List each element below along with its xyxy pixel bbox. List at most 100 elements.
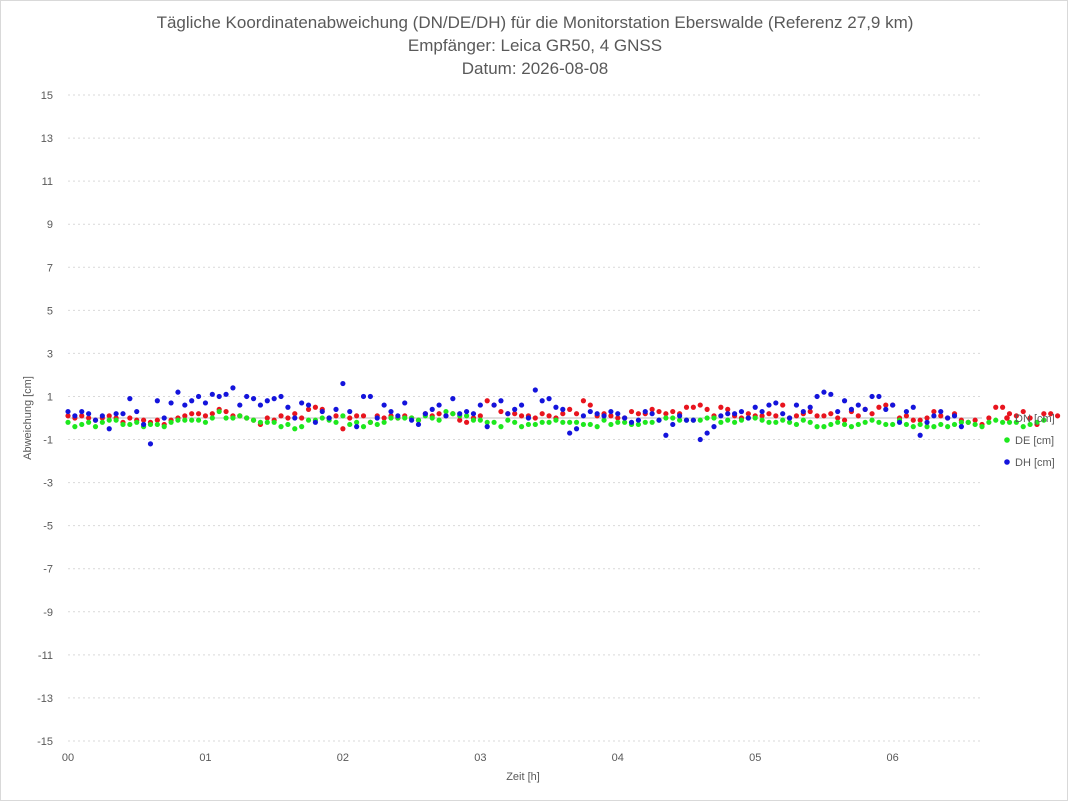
data-point bbox=[237, 402, 243, 408]
data-point bbox=[182, 413, 188, 419]
data-point bbox=[120, 411, 126, 417]
data-point bbox=[195, 417, 202, 423]
legend-label: DN [cm] bbox=[1015, 413, 1055, 425]
y-tick-label: 1 bbox=[47, 391, 53, 403]
data-point bbox=[835, 419, 841, 425]
data-point bbox=[615, 415, 621, 421]
data-point bbox=[312, 404, 318, 410]
data-point bbox=[697, 417, 703, 423]
data-point bbox=[615, 419, 621, 425]
data-point bbox=[663, 411, 669, 417]
data-point bbox=[525, 415, 532, 421]
data-point bbox=[230, 385, 236, 391]
data-point bbox=[484, 398, 490, 404]
data-point bbox=[917, 432, 923, 438]
data-point bbox=[704, 430, 710, 436]
data-point bbox=[189, 417, 195, 423]
data-point bbox=[484, 424, 490, 430]
data-point bbox=[910, 404, 916, 410]
data-point bbox=[512, 419, 518, 425]
data-point bbox=[752, 404, 758, 410]
data-point bbox=[677, 417, 683, 423]
data-point bbox=[491, 419, 497, 425]
data-point bbox=[223, 391, 229, 397]
y-tick-label: -15 bbox=[37, 736, 53, 748]
data-point bbox=[649, 419, 655, 425]
legend-label: DH [cm] bbox=[1015, 457, 1055, 469]
data-point bbox=[1027, 421, 1033, 428]
data-point bbox=[697, 402, 703, 408]
data-point bbox=[202, 413, 209, 419]
data-point bbox=[477, 413, 483, 419]
data-point bbox=[683, 404, 690, 410]
data-point bbox=[86, 419, 92, 425]
data-point bbox=[182, 402, 188, 408]
data-point bbox=[649, 406, 655, 412]
data-point bbox=[347, 408, 353, 415]
data-point bbox=[333, 419, 339, 425]
data-point bbox=[347, 415, 353, 421]
data-point bbox=[470, 411, 477, 417]
data-point bbox=[299, 415, 305, 421]
data-point bbox=[958, 424, 964, 430]
data-point bbox=[477, 402, 483, 408]
data-point bbox=[738, 417, 745, 423]
data-point bbox=[223, 408, 229, 415]
data-point bbox=[862, 419, 868, 425]
data-point bbox=[876, 393, 882, 400]
data-point bbox=[457, 411, 463, 417]
data-point bbox=[72, 413, 78, 419]
data-point bbox=[443, 413, 449, 419]
data-point bbox=[560, 411, 566, 417]
data-point bbox=[725, 411, 731, 417]
data-point bbox=[546, 396, 552, 402]
data-point bbox=[622, 415, 628, 421]
data-point bbox=[532, 387, 538, 393]
data-point bbox=[814, 413, 820, 419]
data-point bbox=[436, 417, 442, 423]
data-point bbox=[498, 398, 504, 404]
data-point bbox=[402, 415, 408, 421]
data-point bbox=[1054, 413, 1061, 419]
data-point bbox=[154, 417, 160, 423]
data-point bbox=[140, 417, 147, 423]
data-point bbox=[972, 417, 978, 423]
data-point bbox=[738, 408, 745, 415]
data-point bbox=[518, 424, 525, 430]
data-point bbox=[340, 380, 346, 387]
data-point bbox=[855, 421, 861, 428]
data-point bbox=[800, 417, 806, 423]
data-point bbox=[965, 419, 971, 425]
data-point bbox=[800, 408, 806, 415]
data-point bbox=[567, 430, 573, 436]
data-point bbox=[628, 408, 635, 415]
data-point bbox=[828, 411, 834, 417]
data-point bbox=[807, 404, 813, 410]
data-point bbox=[910, 417, 916, 423]
data-point bbox=[72, 424, 78, 430]
data-point bbox=[718, 413, 724, 419]
data-point bbox=[601, 417, 607, 423]
data-point bbox=[539, 419, 545, 425]
data-point bbox=[759, 413, 765, 419]
data-point bbox=[793, 402, 800, 408]
data-point bbox=[354, 424, 360, 430]
y-tick-label: -3 bbox=[43, 478, 53, 490]
data-point bbox=[463, 408, 470, 415]
data-point bbox=[972, 421, 978, 428]
data-point bbox=[1041, 411, 1047, 417]
data-point bbox=[986, 415, 992, 421]
data-point bbox=[230, 415, 236, 421]
x-tick-label: 01 bbox=[199, 752, 211, 764]
data-point bbox=[450, 396, 456, 402]
data-point bbox=[938, 413, 944, 419]
data-point bbox=[292, 415, 298, 421]
data-point bbox=[903, 408, 910, 415]
data-point bbox=[539, 411, 545, 417]
data-point bbox=[773, 413, 779, 419]
data-point bbox=[127, 396, 133, 402]
data-point bbox=[635, 421, 641, 428]
data-point bbox=[821, 413, 827, 419]
data-point bbox=[642, 408, 648, 415]
